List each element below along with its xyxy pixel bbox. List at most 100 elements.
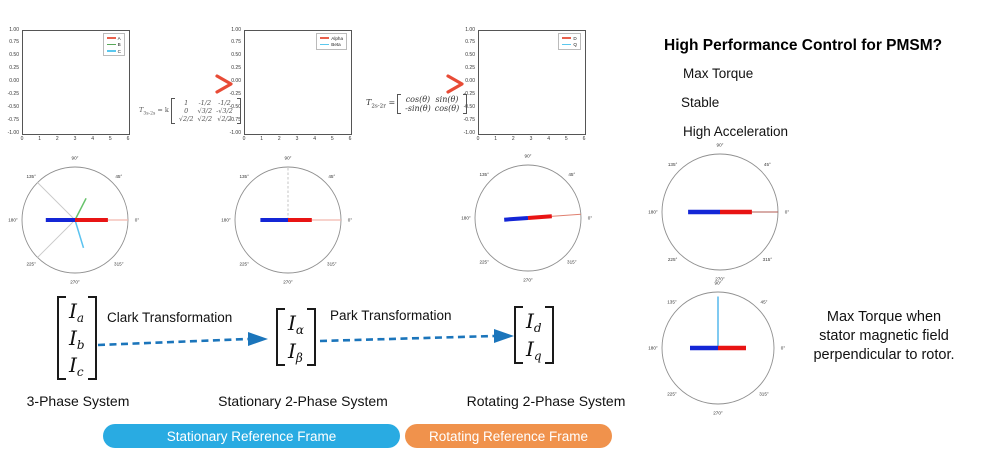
stationary-reference-frame-button[interactable]: Stationary Reference Frame [103,424,400,448]
matrix-bracket-left [170,98,175,124]
polar-angle-label: 315° [759,392,769,397]
x-tick-label: 5 [330,136,334,142]
clarke-matrix-formula: T3s-2s = k 1 -1/2 -1/2 0 √3/2 -√3/2 √2/2 √2/2 √2/… [139,98,241,124]
formula-matrix: 1 -1/2 -1/2 0 √3/2 -√3/2 √2/2 √2/2 √2/2 [170,98,241,124]
legend-line-swatch [320,37,330,39]
x-tick-label: 5 [108,136,112,142]
label-3phase-system: 3-Phase System [26,393,130,409]
matrix-bracket-left [397,94,402,114]
y-tick-label: 0.75 [231,39,241,46]
legend-entry: Beta [320,42,343,47]
y-tick-label: -1.00 [7,129,19,136]
polar-angle-label: 315° [763,257,773,262]
plot-legend: Alpha Beta [316,33,347,50]
matrix-cell: √2/2 [197,115,213,123]
legend-line-swatch [106,43,116,46]
polar-angle-label: 270° [70,280,80,285]
matrix-cell: -1/2 [218,99,231,107]
arrow-3s-to-2s [135,74,233,94]
legend-entry: A [106,36,121,41]
matrix-cell: 1 [184,99,189,107]
x-tick-label: 4 [313,136,317,142]
polar-angle-label: 45° [115,174,122,179]
matrix-bracket-right [236,98,241,124]
y-tick-label: -0.25 [7,90,19,97]
matrix-cell: -sin(θ) [405,104,431,113]
arrow-2s-to-2r [362,74,464,94]
park-transformation-label: Park Transformation [330,308,452,323]
polar-angle-label: 180° [221,218,231,223]
y-tick-label: -1.00 [229,129,241,136]
polar-angle-label: 135° [239,174,249,179]
x-tick-label: 4 [547,136,551,142]
bullet-high-acceleration: High Acceleration [683,124,789,139]
polar-angle-label: 225° [667,392,677,397]
polar-angle-label: 180° [8,218,18,223]
polar-outline [661,291,775,405]
polar-vector [37,219,76,258]
matrix-cell: √3/2 [197,107,213,115]
plot-dq-currents: 1.00 0.75 0.50 0.25 0.00 -0.25 -0.50 -0.75 -1.00… [456,26,606,148]
y-tick-label: 1.00 [9,26,19,33]
polar-perpendicular-field: 0° 45° 90° 135° 180° 225° 270° 315° [648,278,788,418]
polar-angle-label: 225° [668,257,678,262]
rotating-reference-frame-button[interactable]: Rotating Reference Frame [405,424,612,448]
y-tick-label: 0.25 [231,65,241,72]
x-tick-label: 6 [126,136,130,142]
x-tick-label: 0 [242,136,246,142]
polar-angle-label: 270° [713,411,723,416]
legend-entry: Q [562,42,577,47]
polar-angle-label: 0° [781,346,786,351]
polar-angle-label: 225° [26,261,36,266]
matrix-cell: √2/2 [178,115,194,123]
polar-angle-label: 180° [648,210,658,215]
y-tick-label: -0.75 [229,116,241,123]
legend-line-swatch [106,37,116,39]
polar-angle-label: 0° [135,218,140,223]
polar-angle-label: 225° [239,261,249,266]
polar-plot-svg: 0° 45° 90° 135° 180° 225° 270° 315° [461,154,593,283]
x-tick-label: 6 [582,136,586,142]
polar-angle-label: 315° [327,261,337,266]
y-tick-label: 1.00 [465,26,475,33]
bracket-left [276,308,285,366]
polar-outline [474,164,582,272]
plot-3phase-currents: 1.00 0.75 0.50 0.25 0.00 -0.25 -0.50 -0.75 -1.00… [0,26,150,148]
polar-stationary-2phase: 0° 45° 90° 135° 180° 225° 270° 315° [218,150,358,290]
y-tick-label: -0.50 [229,103,241,110]
matrix-cell: -√3/2 [216,107,233,115]
polar-angle-label: 90° [72,156,79,161]
x-tick-label: 6 [348,136,352,142]
bullet-stable: Stable [681,95,720,110]
y-tick-label: 0.25 [9,65,19,72]
park-matrix-formula: T2s-2r = cos(θ) sin(θ) -sin(θ) cos(θ) [366,94,468,114]
y-tick-label: 0.00 [9,78,19,84]
polar-angle-label: 270° [523,278,533,283]
legend-line-swatch [320,43,330,46]
y-tick-label: -0.25 [229,90,241,97]
polar-plot-svg: 0° 45° 90° 135° 180° 225° 270° 315° [8,156,140,285]
polar-angle-label: 90° [717,143,724,148]
polar-plot-svg: 0° 45° 90° 135° 180° 225° 270° 315° [648,281,786,416]
polar-plot-svg: 0° 45° 90° 135° 180° 225° 270° 315° [648,143,789,282]
polar-angle-label: 135° [26,174,36,179]
polar-plot-svg: 0° 45° 90° 135° 180° 225° 270° 315° [221,156,353,285]
plot-alphabeta-currents: 1.00 0.75 0.50 0.25 0.00 -0.25 -0.50 -0.75 -1.00… [222,26,372,148]
arrow-shaft [97,337,249,347]
y-tick-label: 1.00 [231,26,241,33]
polar-vector [74,219,85,249]
polar-angle-label: 180° [648,346,658,351]
polar-angle-label: 0° [588,216,593,221]
x-tick-label: 2 [511,136,515,142]
x-tick-label: 2 [55,136,59,142]
polar-angle-label: 90° [285,156,292,161]
legend-line-swatch [106,50,116,52]
note-line: Max Torque when [826,309,942,325]
x-tick-label: 2 [277,136,281,142]
polar-angle-label: 0° [348,218,353,223]
